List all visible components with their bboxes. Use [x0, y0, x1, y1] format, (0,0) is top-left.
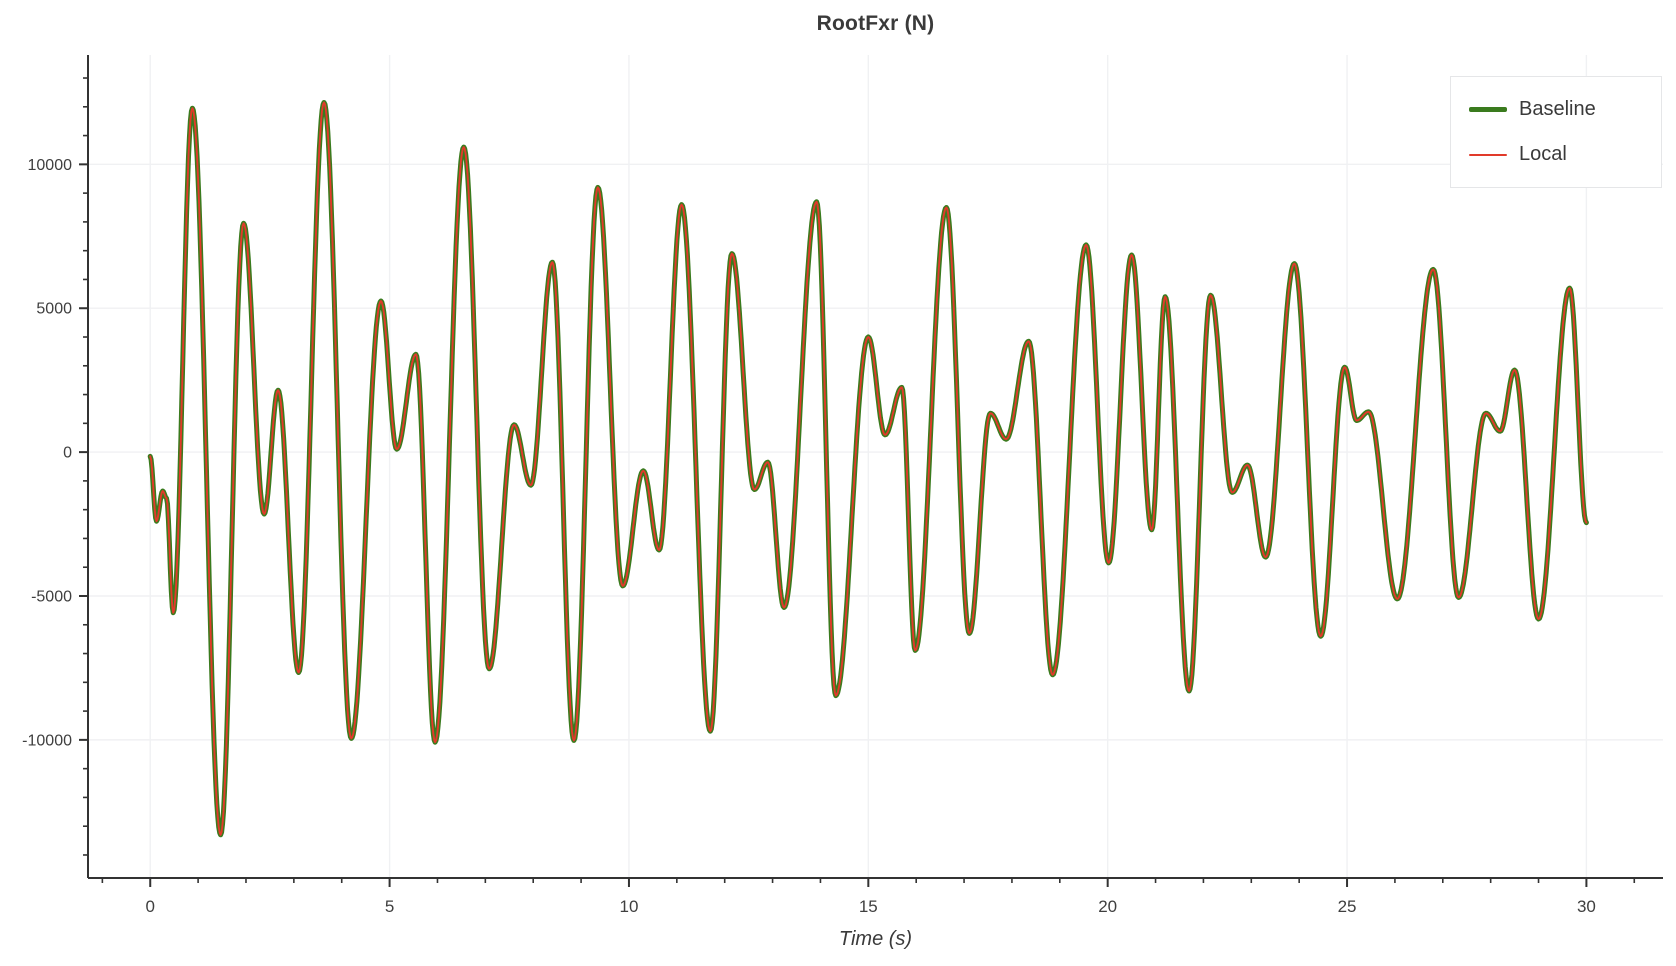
x-tick-labels: 0 5 10 15 20 25 30: [145, 897, 1595, 916]
legend-item-baseline[interactable]: Baseline: [1469, 98, 1661, 121]
local-line-swatch: [1469, 153, 1507, 156]
svg-text:5000: 5000: [36, 301, 72, 318]
legend-label-local: Local: [1519, 143, 1567, 165]
gridlines: [88, 55, 1663, 878]
svg-text:-10000: -10000: [22, 732, 72, 749]
svg-text:15: 15: [859, 897, 878, 916]
local-series-line: [149, 101, 1588, 836]
series-lines: [147, 100, 1589, 838]
baseline-line-swatch: [1469, 107, 1507, 112]
svg-text:20: 20: [1098, 897, 1117, 916]
x-axis-title: Time (s): [838, 928, 913, 950]
y-tick-labels: -10000 -5000 0 5000 10000: [22, 157, 72, 750]
axes: [87, 55, 1663, 879]
svg-text:10000: 10000: [28, 157, 73, 174]
svg-text:-5000: -5000: [31, 588, 72, 605]
svg-text:5: 5: [385, 897, 394, 916]
chart-title: RootFxr (N): [816, 12, 935, 35]
svg-text:30: 30: [1577, 897, 1596, 916]
svg-text:0: 0: [63, 445, 72, 462]
svg-text:10: 10: [619, 897, 638, 916]
legend: Baseline Local: [1450, 76, 1662, 188]
axis-ticks: [79, 77, 1636, 887]
legend-item-local[interactable]: Local: [1469, 143, 1661, 166]
legend-label-baseline: Baseline: [1519, 98, 1596, 120]
svg-text:25: 25: [1338, 897, 1357, 916]
svg-text:0: 0: [145, 897, 154, 916]
